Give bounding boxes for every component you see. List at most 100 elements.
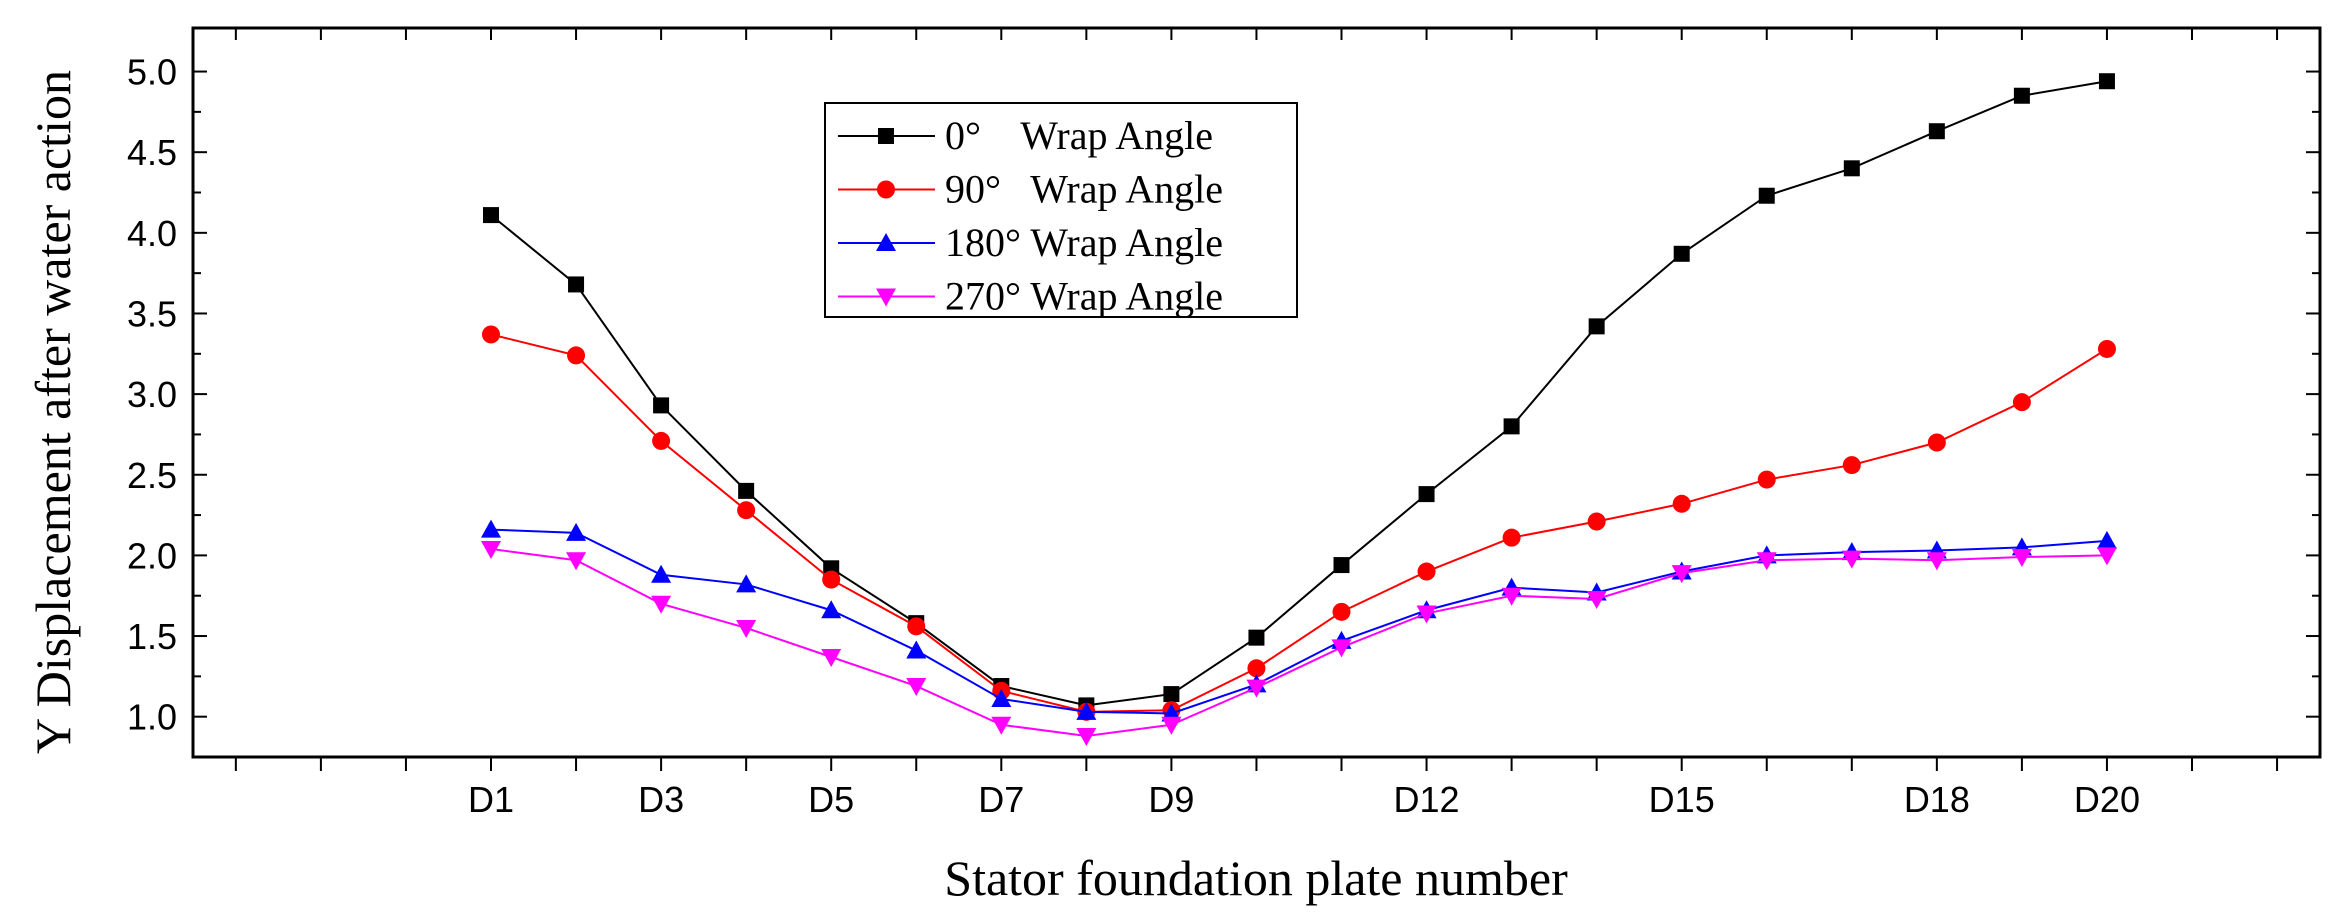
data-point <box>651 595 672 614</box>
data-point <box>1248 629 1265 646</box>
x-tick-label: D9 <box>1148 779 1194 820</box>
data-point <box>483 207 499 224</box>
data-point <box>906 640 927 659</box>
data-point <box>907 617 926 636</box>
data-point <box>1076 728 1097 747</box>
x-tick-label: D15 <box>1649 779 1715 820</box>
data-point <box>1757 470 1776 489</box>
data-point <box>1841 550 1862 569</box>
legend-entry: 180° Wrap Angle <box>838 220 1223 265</box>
data-point <box>566 522 587 541</box>
y-tick-label: 1.0 <box>127 697 177 738</box>
x-tick-label: D12 <box>1394 779 1460 820</box>
legend-marker <box>876 288 896 307</box>
data-point <box>1247 659 1266 678</box>
x-tick-label: D1 <box>468 779 514 820</box>
y-tick-label: 1.5 <box>127 616 177 657</box>
data-point <box>2098 73 2115 90</box>
data-point <box>737 501 756 520</box>
series-line <box>490 528 2108 715</box>
data-point <box>991 688 1012 707</box>
data-point <box>1927 433 1946 452</box>
legend: 0° Wrap Angle 90° Wrap Angle 180° Wrap Ang… <box>824 102 1298 319</box>
data-point <box>1503 418 1520 435</box>
x-axis-label: Stator foundation plate number <box>944 850 1568 906</box>
y-tick-label: 2.0 <box>127 535 177 576</box>
legend-marker <box>877 180 895 199</box>
x-tick-label: D7 <box>978 779 1024 820</box>
series-1 <box>482 325 2116 721</box>
axis-ticks <box>193 28 2320 771</box>
data-point <box>1843 160 1860 177</box>
series-0 <box>483 73 2115 714</box>
data-point <box>652 431 671 450</box>
legend-box <box>824 102 1298 318</box>
data-point <box>653 397 670 414</box>
legend-entry: 90° Wrap Angle <box>838 167 1223 212</box>
data-point <box>568 276 585 293</box>
series-layer <box>481 73 2117 747</box>
data-point <box>1418 486 1435 503</box>
data-point <box>1416 605 1437 624</box>
legend-label: 180° Wrap Angle <box>945 220 1223 265</box>
x-tick-label: D20 <box>2074 779 2140 820</box>
data-point <box>1673 245 1690 262</box>
legend-entry: 0° Wrap Angle <box>838 113 1213 158</box>
x-tick-label: D3 <box>638 779 684 820</box>
data-point <box>1332 602 1351 621</box>
series-line <box>490 333 2108 713</box>
data-point <box>821 649 842 668</box>
y-tick-label: 4.5 <box>127 132 177 173</box>
data-point <box>1333 557 1350 574</box>
data-point <box>1926 552 1947 571</box>
data-point <box>1586 590 1607 609</box>
data-point <box>821 600 842 619</box>
data-point <box>1671 565 1692 584</box>
data-point <box>736 619 757 638</box>
data-point <box>1076 701 1097 720</box>
data-point <box>567 346 586 365</box>
legend-label: 90° Wrap Angle <box>945 167 1223 212</box>
series-line <box>490 80 2108 707</box>
data-point <box>991 716 1012 735</box>
data-point <box>1331 639 1352 658</box>
y-tick-label: 3.5 <box>127 293 177 334</box>
data-point <box>738 482 755 499</box>
x-axis-tick-labels: D1 D3 D5 D7 D9 D12 D15 D18 D20 <box>468 779 2140 820</box>
series-line <box>490 547 2107 738</box>
data-point <box>822 570 841 589</box>
data-point <box>1672 494 1691 513</box>
data-point <box>1588 318 1605 335</box>
data-point <box>2012 393 2031 412</box>
data-point <box>2097 339 2116 358</box>
legend-marker <box>876 233 896 251</box>
data-point <box>2096 547 2117 566</box>
x-tick-label: D5 <box>808 779 854 820</box>
legend-marker <box>878 128 894 144</box>
data-point <box>1501 587 1522 606</box>
data-point <box>1163 686 1180 703</box>
data-point <box>736 574 757 593</box>
y-tick-label: 4.0 <box>127 213 177 254</box>
y-tick-label: 5.0 <box>127 52 177 93</box>
series-3 <box>481 540 2117 747</box>
data-point <box>1756 552 1777 571</box>
data-point <box>1587 512 1606 531</box>
data-point <box>906 678 927 697</box>
y-axis-tick-labels: 1.0 1.5 2.0 2.5 3.0 3.5 4.0 4.5 5.0 <box>127 52 177 738</box>
data-point <box>1928 123 1945 140</box>
data-point <box>1502 528 1521 547</box>
legend-entry: 270° Wrap Angle <box>838 274 1223 319</box>
data-point <box>651 564 672 583</box>
legend-label: 270° Wrap Angle <box>945 274 1223 319</box>
legend-label: 0° Wrap Angle <box>945 113 1213 158</box>
data-point <box>1246 679 1267 698</box>
data-point <box>1842 456 1861 475</box>
data-point <box>2096 530 2117 549</box>
y-tick-label: 3.0 <box>127 374 177 415</box>
data-point <box>481 540 501 559</box>
y-axis-label: Y Displacement after water action <box>25 70 81 754</box>
x-tick-label: D18 <box>1904 779 1970 820</box>
data-point <box>566 552 587 571</box>
